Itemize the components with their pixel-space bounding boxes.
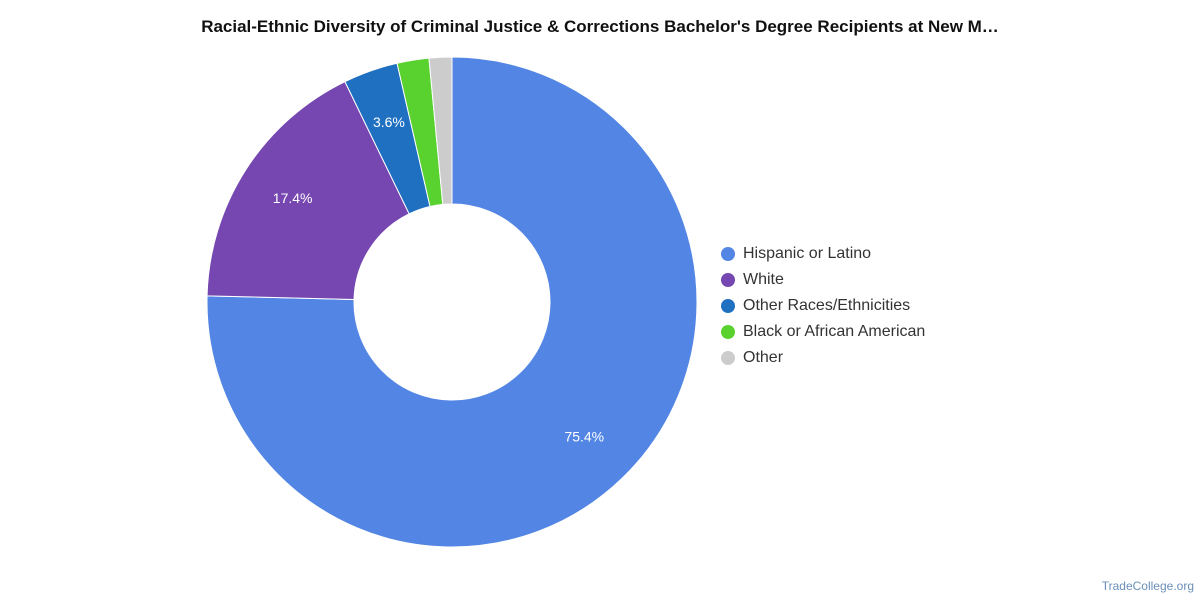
legend-item-4[interactable]: Other xyxy=(721,345,925,371)
donut-slice-4[interactable] xyxy=(428,56,453,205)
legend-swatch-icon xyxy=(721,325,735,339)
legend-swatch-icon xyxy=(721,351,735,365)
legend-item-0[interactable]: Hispanic or Latino xyxy=(721,241,925,267)
chart-legend: Hispanic or Latino White Other Races/Ethni… xyxy=(721,241,925,371)
legend-item-1[interactable]: White xyxy=(721,267,925,293)
legend-swatch-icon xyxy=(721,299,735,313)
legend-label: White xyxy=(743,271,784,288)
legend-item-3[interactable]: Black or African American xyxy=(721,319,925,345)
legend-item-2[interactable]: Other Races/Ethnicities xyxy=(721,293,925,319)
donut-slice-0[interactable] xyxy=(206,56,698,548)
slice-data-label-0: 75.4% xyxy=(564,428,604,444)
slice-data-label-2: 3.6% xyxy=(373,114,405,130)
legend-label: Black or African American xyxy=(743,323,926,340)
slice-data-label-1: 17.4% xyxy=(273,190,313,206)
chart-title: Racial-Ethnic Diversity of Criminal Just… xyxy=(201,17,999,36)
legend-swatch-icon xyxy=(721,247,735,261)
legend-label: Other xyxy=(743,349,784,366)
legend-label: Hispanic or Latino xyxy=(743,245,872,262)
donut-slice-1[interactable] xyxy=(206,80,410,301)
legend-swatch-icon xyxy=(721,273,735,287)
source-credit-link[interactable]: TradeCollege.org xyxy=(1101,579,1194,593)
legend-label: Other Races/Ethnicities xyxy=(743,297,911,314)
